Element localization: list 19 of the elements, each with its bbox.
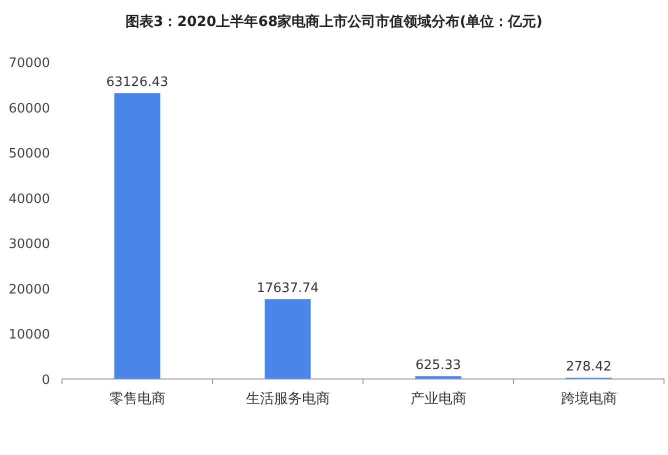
y-tick-label: 0: [42, 373, 50, 388]
y-tick-label: 20000: [8, 282, 50, 298]
x-tick-label: 产业电商: [410, 391, 466, 407]
data-label: 63126.43: [106, 75, 168, 90]
y-tick-label: 60000: [8, 101, 50, 116]
y-tick-label: 10000: [8, 328, 50, 343]
y-tick-label: 30000: [8, 237, 50, 252]
data-label: 625.33: [416, 358, 461, 374]
bar: [114, 93, 160, 379]
x-tick-label: 跨境电商: [560, 391, 617, 407]
x-tick-label: 零售电商: [109, 391, 166, 407]
x-tick-label: 生活服务电商: [246, 391, 330, 407]
y-tick-label: 40000: [8, 192, 50, 207]
chart-title: 图表3：2020上半年68家电商上市公司市值领域分布(单位：亿元): [126, 13, 542, 30]
data-label: 278.42: [566, 360, 612, 375]
y-tick-label: 70000: [8, 56, 50, 71]
bar: [264, 299, 311, 379]
data-label: 17637.74: [256, 281, 319, 296]
y-tick-label: 50000: [8, 146, 50, 162]
